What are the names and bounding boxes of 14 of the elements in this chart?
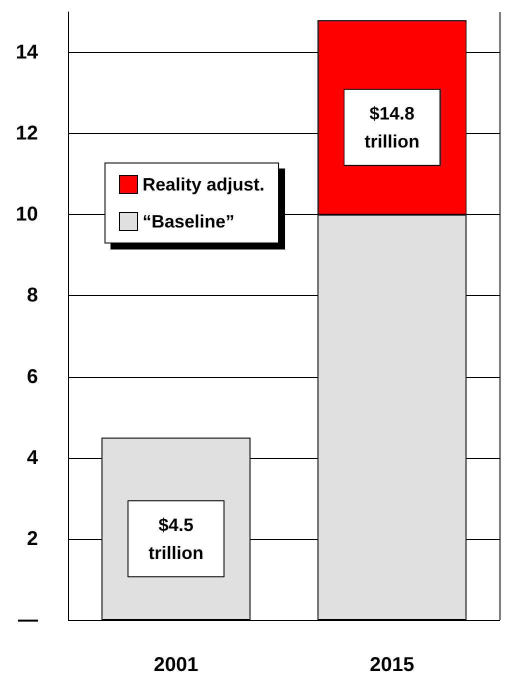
- x-tick-label: 2015: [370, 654, 414, 675]
- y-tick-label: 8: [26, 284, 38, 307]
- x-tick-label: 2001: [154, 654, 198, 675]
- y-tick-label: —: [18, 609, 38, 631]
- legend-label: “Baseline”: [142, 212, 235, 232]
- legend-label: Reality adjust.: [142, 174, 265, 194]
- y-tick-label: 2: [26, 528, 38, 550]
- y-tick-label: 12: [16, 122, 38, 145]
- total-label: $4.5 trillion: [148, 514, 204, 563]
- total-label: $14.8 trillion: [364, 103, 420, 152]
- y-tick-label: 10: [16, 204, 38, 226]
- y-tick-label: 6: [26, 366, 38, 388]
- y-tick-label: 14: [16, 42, 39, 64]
- y-tick-label: 4: [26, 446, 39, 469]
